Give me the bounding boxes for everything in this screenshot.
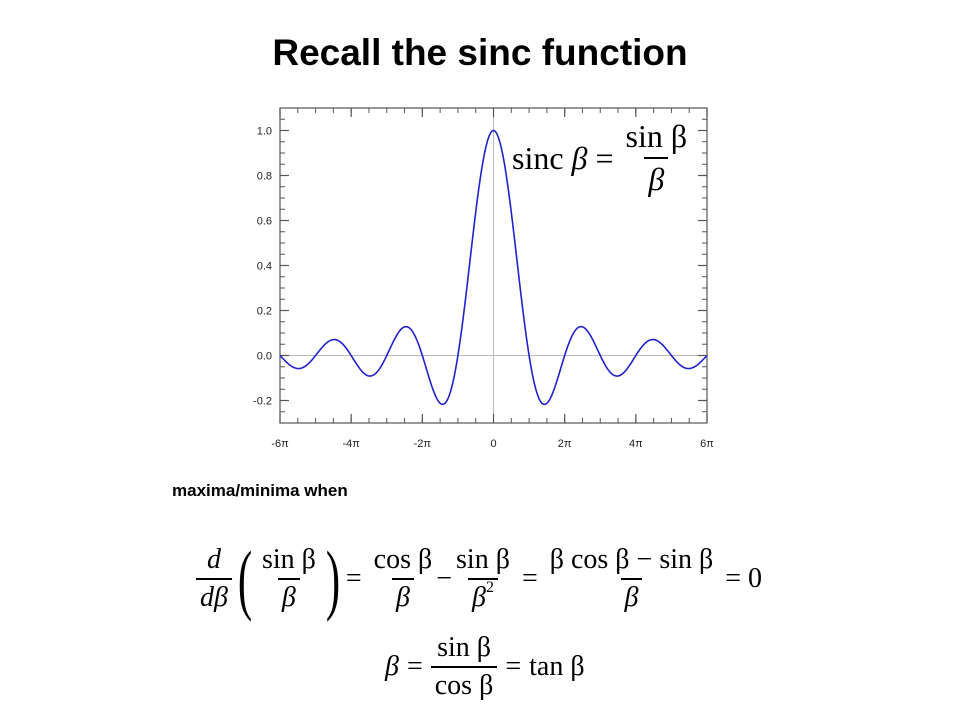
right-paren: ) xyxy=(325,535,340,622)
y-tick-label: 0.8 xyxy=(257,171,272,183)
x-tick-label: 2π xyxy=(558,438,572,450)
result-rhs: tan β xyxy=(529,651,585,682)
y-tick-label: 0.4 xyxy=(257,261,272,273)
term1-denominator: β xyxy=(391,578,414,614)
slide-title: Recall the sinc function xyxy=(272,32,688,73)
caption: maxima/minima when xyxy=(172,481,348,500)
sinc-lhs: sinc xyxy=(512,139,564,176)
result-numerator: sin β xyxy=(437,632,491,663)
result-fraction: sin β cos β xyxy=(430,632,498,702)
term2-den-base: β xyxy=(472,582,486,613)
term3-numerator: β cos β − sin β xyxy=(549,544,714,575)
term3-fraction: β cos β − sin β β xyxy=(546,544,718,614)
result-lhs: β xyxy=(385,651,399,682)
x-tick-label: 6π xyxy=(700,438,714,450)
result-equation: β = sin β cos β = tan β xyxy=(385,632,585,702)
inner-denominator: β xyxy=(277,578,300,614)
x-tick-label: -2π xyxy=(414,438,432,450)
sinc-denominator: β xyxy=(644,157,669,198)
x-tick-label: -6π xyxy=(271,438,289,450)
deriv-eq3: = 0 xyxy=(725,563,763,594)
sinc-chart: 1.0 0.8 0.6 0.4 0.2 0.0 -0.2 -6π -4π -2π 0 2π 4π 6π xyxy=(253,107,714,450)
sinc-curve xyxy=(279,129,708,406)
y-tick-label: -0.2 xyxy=(253,396,272,408)
sinc-numerator: sin β xyxy=(625,118,688,154)
sinc-fraction: sin β β xyxy=(622,118,692,198)
x-tick-label: -4π xyxy=(342,438,360,450)
derivative-equation: d dβ ( sin β β ) = cos β β − sin β β2 = … xyxy=(196,540,762,618)
y-tick-label: 0.6 xyxy=(257,216,272,228)
deriv-minus: − xyxy=(436,563,453,594)
term1-fraction: cos β β xyxy=(370,544,437,614)
sinc-var: β xyxy=(571,139,588,176)
left-paren: ( xyxy=(237,535,253,622)
inner-fraction: sin β β xyxy=(258,544,320,614)
term2-denominator: β2 xyxy=(468,578,498,614)
y-tick-label: 1.0 xyxy=(257,126,272,138)
d-denominator: dβ xyxy=(196,578,232,614)
y-tick-label: 0.0 xyxy=(257,351,272,363)
term2-exponent: 2 xyxy=(485,578,494,596)
x-tick-label: 0 xyxy=(490,438,496,450)
result-eq2: = xyxy=(505,651,522,682)
term2-fraction: sin β β2 xyxy=(452,544,514,614)
result-denominator: cos β xyxy=(430,666,498,702)
x-tick-label: 4π xyxy=(629,438,643,450)
term1-numerator: cos β xyxy=(373,544,433,575)
deriv-eq2: = xyxy=(521,563,538,594)
result-eq1: = xyxy=(406,651,423,682)
deriv-eq1: = xyxy=(345,563,362,594)
term3-denominator: β xyxy=(620,578,643,614)
d-numerator: d xyxy=(206,544,221,575)
sinc-formula: sinc β = sin β β xyxy=(512,118,691,198)
term2-numerator: sin β xyxy=(456,544,510,575)
y-tick-label: 0.2 xyxy=(257,306,272,318)
derivative-operator: d dβ xyxy=(196,544,232,614)
sinc-eq: = xyxy=(595,139,614,176)
inner-numerator: sin β xyxy=(261,544,316,575)
